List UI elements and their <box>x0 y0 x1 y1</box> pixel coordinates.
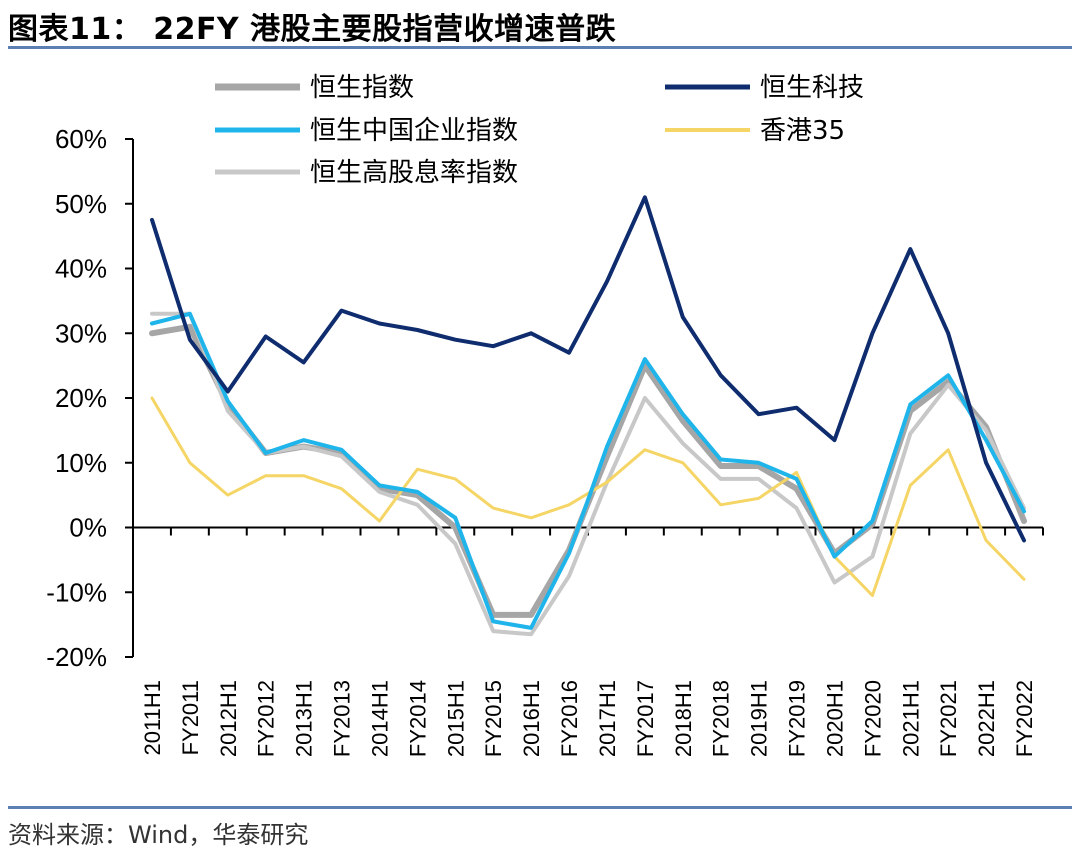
x-tick-label: 2020H1 <box>822 680 847 757</box>
y-tick-label: -10% <box>46 577 107 607</box>
x-tick-label: 2015H1 <box>443 680 468 757</box>
source-note: 资料来源：Wind，华泰研究 <box>8 821 309 849</box>
page-title: 图表11： 22FY 港股主要股指营收增速普跌 <box>8 12 617 47</box>
title-divider <box>8 46 1072 49</box>
chart-axes: 60% 50% 40% 30% 20% 10% 0% -10% -20% 2011H1 FY2011… <box>46 124 1044 757</box>
x-tick-label: 2016H1 <box>519 680 544 757</box>
legend-label-3: 恒生中国企业指数 <box>310 116 518 146</box>
x-tick-label: FY2015 <box>481 680 506 757</box>
x-tick-label: 2011H1 <box>140 680 165 755</box>
y-tick-label: 0% <box>69 513 107 543</box>
legend-label-1: 恒生指数 <box>310 73 414 103</box>
x-tick-label: FY2011 <box>178 680 203 755</box>
source-divider <box>8 806 1072 809</box>
x-tick-label: 2019H1 <box>747 680 772 757</box>
x-tick-label: 2021H1 <box>898 680 923 757</box>
y-tick-label: 20% <box>55 383 107 413</box>
x-tick-label: FY2018 <box>709 680 734 757</box>
line-chart: 60% 50% 40% 30% 20% 10% 0% -10% -20% 2011H1 FY2011… <box>46 73 1044 757</box>
series-line-2 <box>150 195 1026 543</box>
x-tick-label: 2014H1 <box>367 680 392 757</box>
y-tick-label: 10% <box>55 448 107 478</box>
series-line-3 <box>150 311 1026 630</box>
legend-label-4: 香港35 <box>760 116 845 146</box>
legend-label-2: 恒生科技 <box>760 73 864 103</box>
x-tick-label: 2012H1 <box>216 680 241 757</box>
x-tick-label: FY2014 <box>405 680 430 757</box>
x-tick-label: FY2013 <box>330 680 355 757</box>
series-line-5 <box>150 311 1026 637</box>
series-line-1 <box>149 323 1027 618</box>
x-tick-label: 2013H1 <box>292 680 317 757</box>
x-tick-label: FY2016 <box>557 680 582 757</box>
y-tick-label: 40% <box>55 254 107 284</box>
x-tick-label: FY2012 <box>254 680 279 757</box>
x-tick-label: FY2021 <box>936 680 961 757</box>
x-tick-label: FY2020 <box>860 680 885 757</box>
x-tick-label: 2022H1 <box>974 680 999 757</box>
legend-label-5: 恒生高股息率指数 <box>310 158 518 188</box>
series-line-4 <box>150 396 1026 597</box>
y-tick-label: -20% <box>46 642 107 672</box>
series-lines <box>149 195 1027 637</box>
x-tick-label: FY2019 <box>785 680 810 757</box>
y-tick-label: 60% <box>55 124 107 154</box>
x-tick-label: 2017H1 <box>595 680 620 757</box>
y-tick-label: 30% <box>55 318 107 348</box>
x-tick-label: FY2017 <box>633 680 658 757</box>
x-tick-label: FY2022 <box>1012 680 1037 757</box>
y-tick-label: 50% <box>55 189 107 219</box>
x-tick-label: 2018H1 <box>671 680 696 757</box>
